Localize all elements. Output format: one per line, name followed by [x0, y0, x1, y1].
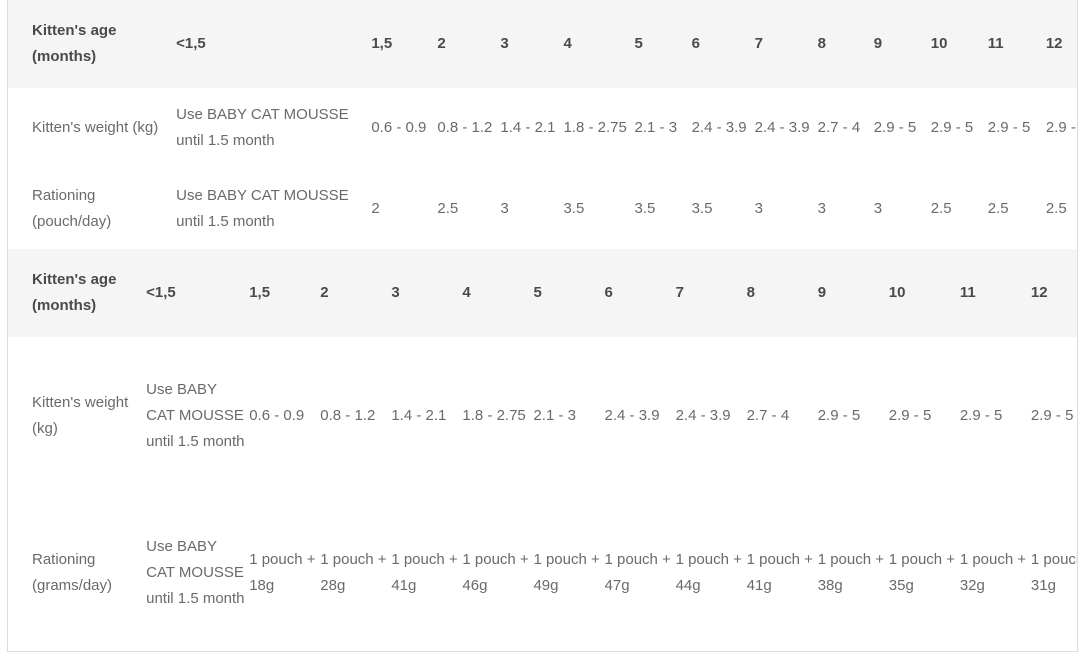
- age-header-cell: 5: [634, 0, 692, 88]
- age-header-cell: 5: [533, 249, 605, 337]
- age-header-cell: <1,5: [176, 0, 372, 88]
- table-cell: 3: [500, 199, 509, 217]
- table-cell: 3.5: [691, 199, 713, 217]
- table-cell: 1 pouch + 49g: [533, 551, 600, 594]
- table-cell: 2.9 - 5: [873, 119, 917, 136]
- table-cell: 3.5: [563, 199, 585, 217]
- age-header-cell: 2: [437, 0, 501, 88]
- table-cell: 2.7 - 4: [817, 119, 861, 136]
- table-cell: 2.5: [1045, 199, 1067, 217]
- table-cell: 1 pouch + 41g: [391, 551, 458, 594]
- age-header-cell: 1,5: [371, 0, 438, 88]
- age-header-cell: 6: [604, 249, 676, 337]
- table-cell: 1.8 - 2.75: [563, 119, 627, 136]
- age-header-cell: <1,5: [146, 249, 250, 337]
- age-header-cell: 1,5: [249, 249, 321, 337]
- table-cell: 1 pouch + 28g: [320, 551, 387, 594]
- table-cell: 2.9 - 5: [1030, 406, 1074, 424]
- table-cell: 1 pouch + 47g: [604, 551, 671, 594]
- age-header-cell: 11: [987, 0, 1046, 88]
- table-cell: 3.5: [634, 199, 656, 217]
- table-row: Rationing (pouch/day) Use BABY CAT MOUSSE…: [8, 168, 1077, 249]
- table-cell: 1 pouch + 31g: [1030, 551, 1077, 594]
- table-cell: 2.1 - 3: [634, 119, 678, 136]
- age-header-cell: 7: [675, 249, 747, 337]
- table-row: Rationing (grams/day) Use BABY CAT MOUSSE…: [8, 494, 1077, 651]
- table-cell: 2.9 - 5: [930, 119, 974, 136]
- table-cell: 1.4 - 2.1: [391, 406, 447, 424]
- age-header-cell: 12: [1030, 249, 1077, 337]
- table-cell: 1 pouch + 38g: [817, 551, 885, 594]
- table-cell: 0.8 - 1.2: [437, 119, 493, 136]
- age-header-cell: 2: [320, 249, 392, 337]
- age-header-cell: 12: [1045, 0, 1077, 88]
- age-header-cell: 8: [746, 249, 818, 337]
- table-cell: 2.1 - 3: [533, 406, 576, 424]
- table-cell: 1 pouch + 46g: [462, 551, 529, 594]
- table-cell: 3: [754, 199, 763, 217]
- row-label: Kitten's age (months): [8, 0, 177, 88]
- age-header-cell: 9: [817, 249, 889, 337]
- table-cell: Use BABY CAT MOUSSE until 1.5 month: [146, 380, 245, 450]
- table-cell: 2.4 - 3.9: [675, 406, 731, 424]
- table-cell: 2.4 - 3.9: [754, 119, 810, 136]
- row-label: Rationing (pouch/day): [32, 186, 112, 230]
- feeding-table-grams: Kitten's age (months) <1,5 1,5 2 3 4 5 6 7 8 9 10 11…: [8, 249, 1077, 651]
- age-header-cell: 4: [462, 249, 534, 337]
- table-cell: 2.5: [930, 199, 952, 217]
- table-cell: 2: [371, 199, 380, 217]
- table-row: Kitten's weight (kg) Use BABY CAT MOUSSE …: [8, 337, 1077, 494]
- table-cell: 0.6 - 0.9: [371, 119, 427, 136]
- table-cell: 2.9 - 5: [817, 406, 861, 424]
- table-cell: 1 pouch + 18g: [249, 551, 316, 594]
- table-cell: 1.8 - 2.75: [462, 406, 526, 424]
- header-row: Kitten's age (months) <1,5 1,5 2 3 4 5 6 7 8 9 10 11…: [8, 0, 1077, 88]
- table-cell: Use BABY CAT MOUSSE until 1.5 month: [146, 538, 245, 607]
- age-header-cell: 4: [563, 0, 635, 88]
- row-label: Kitten's weight (kg): [32, 119, 159, 136]
- age-header-cell: 11: [959, 249, 1031, 337]
- table-cell: 1 pouch + 44g: [675, 551, 742, 594]
- age-header-cell: 6: [691, 0, 755, 88]
- table-cell: 2.9 - 5: [1045, 119, 1077, 136]
- table-cell: 0.8 - 1.2: [320, 406, 376, 424]
- table-cell: 2.4 - 3.9: [604, 406, 660, 424]
- table-cell: 2.7 - 4: [746, 406, 790, 424]
- table-cell: 2.9 - 5: [959, 406, 1003, 424]
- table-row: Kitten's weight (kg) Use BABY CAT MOUSSE …: [8, 88, 1077, 168]
- table-cell: 1 pouch + 35g: [888, 551, 956, 594]
- age-header-cell: 10: [888, 249, 960, 337]
- age-header-cell: 3: [391, 249, 463, 337]
- table-cell: 2.5: [987, 199, 1009, 217]
- table-cell: 2.9 - 5: [888, 406, 932, 424]
- row-label: Rationing (grams/day): [32, 551, 113, 594]
- row-label: Kitten's weight (kg): [32, 393, 129, 437]
- table-cell: 1 pouch + 41g: [746, 551, 813, 594]
- table-cell: Use BABY CAT MOUSSE until 1.5 month: [176, 186, 349, 230]
- table-cell: Use BABY CAT MOUSSE until 1.5 month: [176, 106, 349, 149]
- header-row: Kitten's age (months) <1,5 1,5 2 3 4 5 6 7 8 9 10 11…: [8, 249, 1077, 337]
- table-cell: 2.4 - 3.9: [691, 119, 747, 136]
- table-cell: 1.4 - 2.1: [500, 119, 556, 136]
- age-header-cell: 10: [930, 0, 988, 88]
- age-header-cell: 8: [817, 0, 874, 88]
- table-cell: 3: [817, 199, 826, 217]
- table-cell: 2.5: [437, 199, 459, 217]
- table-cell: 3: [873, 199, 883, 217]
- table-cell: 0.6 - 0.9: [249, 406, 305, 424]
- age-header-cell: 3: [500, 0, 564, 88]
- feeding-guide: Kitten's age (months) <1,5 1,5 2 3 4 5 6 7 8 9 10 11…: [7, 0, 1078, 652]
- feeding-table-pouch: Kitten's age (months) <1,5 1,5 2 3 4 5 6 7 8 9 10 11…: [8, 0, 1077, 249]
- table-cell: 1 pouch + 32g: [959, 551, 1027, 594]
- row-label: Kitten's age (months): [8, 249, 147, 337]
- age-header-cell: 7: [754, 0, 818, 88]
- age-header-cell: 9: [873, 0, 931, 88]
- table-cell: 2.9 - 5: [987, 119, 1031, 136]
